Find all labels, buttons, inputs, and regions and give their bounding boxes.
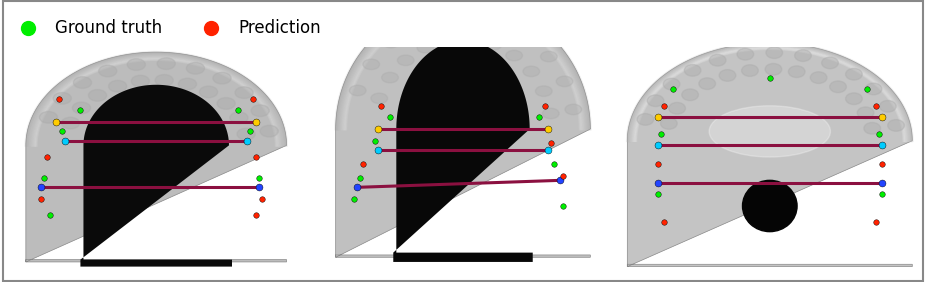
Ellipse shape [845,93,862,105]
Ellipse shape [217,98,235,109]
Text: Ground truth: Ground truth [55,19,162,37]
Ellipse shape [108,80,127,92]
Ellipse shape [127,59,145,70]
Ellipse shape [61,117,80,129]
Ellipse shape [743,180,797,232]
Ellipse shape [72,102,91,114]
Ellipse shape [39,111,57,123]
Ellipse shape [213,72,232,84]
Ellipse shape [131,75,149,87]
Ellipse shape [382,72,398,83]
Ellipse shape [519,31,535,42]
Ellipse shape [637,114,654,125]
Ellipse shape [669,102,685,114]
Ellipse shape [199,86,218,98]
Ellipse shape [103,105,209,163]
Polygon shape [336,1,591,257]
Ellipse shape [684,65,701,76]
Ellipse shape [186,62,205,74]
Ellipse shape [382,38,399,48]
Ellipse shape [465,12,482,22]
Ellipse shape [179,78,196,90]
Ellipse shape [565,104,582,115]
Ellipse shape [363,59,380,70]
Ellipse shape [371,93,388,103]
Ellipse shape [720,70,736,81]
Ellipse shape [417,43,433,53]
Ellipse shape [647,95,664,107]
Ellipse shape [397,55,414,65]
Ellipse shape [237,128,256,140]
Ellipse shape [682,89,698,101]
Ellipse shape [888,120,905,131]
Ellipse shape [742,65,758,76]
Ellipse shape [766,47,782,58]
Ellipse shape [230,112,248,124]
Ellipse shape [810,72,827,83]
Ellipse shape [543,108,559,119]
Polygon shape [394,41,532,262]
Ellipse shape [155,74,173,86]
Ellipse shape [765,63,782,75]
Ellipse shape [462,34,479,45]
Ellipse shape [157,58,175,69]
Ellipse shape [857,107,874,119]
Ellipse shape [349,85,366,96]
Ellipse shape [439,36,456,46]
Polygon shape [26,52,286,262]
Ellipse shape [830,81,846,92]
Ellipse shape [663,78,680,90]
Ellipse shape [821,57,838,69]
Ellipse shape [880,100,896,112]
Ellipse shape [435,13,452,23]
Ellipse shape [407,21,424,32]
Ellipse shape [864,122,881,134]
Ellipse shape [485,39,502,50]
Ellipse shape [699,78,716,89]
Ellipse shape [865,83,882,95]
Ellipse shape [737,49,754,60]
Ellipse shape [535,86,552,96]
Ellipse shape [709,106,831,157]
Ellipse shape [523,66,540,77]
Ellipse shape [418,82,508,152]
Ellipse shape [99,65,117,77]
Ellipse shape [788,66,805,78]
Ellipse shape [73,77,92,88]
Polygon shape [627,43,912,266]
Ellipse shape [493,18,509,28]
Ellipse shape [506,50,522,61]
Ellipse shape [660,118,677,129]
Ellipse shape [845,69,862,80]
Text: Prediction: Prediction [238,19,321,37]
Ellipse shape [235,87,253,98]
Ellipse shape [260,125,279,137]
Ellipse shape [557,76,573,87]
Ellipse shape [795,50,811,61]
Ellipse shape [53,92,71,104]
Ellipse shape [541,51,557,62]
Ellipse shape [89,90,106,101]
Ellipse shape [709,54,726,66]
Ellipse shape [251,105,269,116]
Polygon shape [81,85,232,266]
